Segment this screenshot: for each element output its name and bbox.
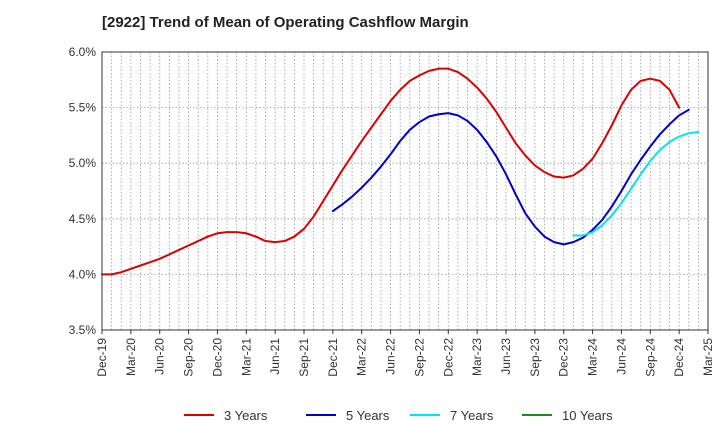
- x-tick-label: Mar-21: [239, 338, 253, 376]
- x-tick-label: Jun-23: [499, 338, 513, 375]
- plot-frame: [101, 51, 709, 331]
- y-tick-label: 6.0%: [69, 45, 97, 59]
- y-tick-label: 4.5%: [69, 212, 97, 226]
- legend-label: 7 Years: [450, 408, 494, 423]
- x-tick-label: Mar-24: [586, 338, 600, 376]
- chart-title: [2922] Trend of Mean of Operating Cashfl…: [102, 14, 469, 31]
- x-tick-label: Mar-25: [701, 338, 715, 376]
- x-tick-label: Sep-22: [412, 338, 426, 377]
- y-tick-label: 5.5%: [69, 101, 97, 115]
- legend-label: 5 Years: [346, 408, 390, 423]
- x-tick-label: Jun-22: [384, 338, 398, 375]
- x-tick-label: Sep-21: [297, 338, 311, 377]
- legend-label: 10 Years: [562, 408, 613, 423]
- legend: 3 Years 5 Years 7 Years 10 Years: [184, 408, 613, 423]
- x-tick-label: Dec-24: [672, 338, 686, 377]
- series-line-5-years: [331, 108, 690, 246]
- y-tick-label: 5.0%: [69, 156, 97, 170]
- series-line-3-years: [101, 67, 681, 276]
- x-tick-label: Jun-20: [153, 338, 167, 375]
- x-tick-label: Mar-23: [470, 338, 484, 376]
- x-tick-label: Dec-20: [210, 338, 224, 377]
- x-tick-label: Dec-23: [557, 338, 571, 377]
- grid-layer: [102, 52, 708, 330]
- x-tick-label: Dec-21: [326, 338, 340, 377]
- y-tick-label: 3.5%: [69, 323, 97, 337]
- x-tick-label: Jun-24: [614, 338, 628, 375]
- x-axis: Dec-19 Mar-20 Jun-20 Sep-20 Dec-20 Mar-21 Jun-…: [95, 330, 715, 377]
- x-tick-label: Dec-22: [441, 338, 455, 377]
- x-tick-label: Jun-21: [268, 338, 282, 375]
- legend-label: 3 Years: [224, 408, 268, 423]
- x-tick-label: Mar-22: [355, 338, 369, 376]
- x-tick-label: Dec-19: [95, 338, 109, 377]
- x-tick-label: Sep-23: [528, 338, 542, 377]
- series-layer: [101, 67, 700, 276]
- y-tick-label: 4.0%: [69, 267, 97, 281]
- series-line-7-years: [572, 131, 700, 237]
- x-tick-label: Sep-20: [182, 338, 196, 377]
- plot-area: [102, 52, 708, 330]
- y-axis: 3.5% 4.0% 4.5% 5.0% 5.5% 6.0%: [69, 45, 97, 337]
- x-tick-label: Sep-24: [643, 338, 657, 377]
- x-tick-label: Mar-20: [124, 338, 138, 376]
